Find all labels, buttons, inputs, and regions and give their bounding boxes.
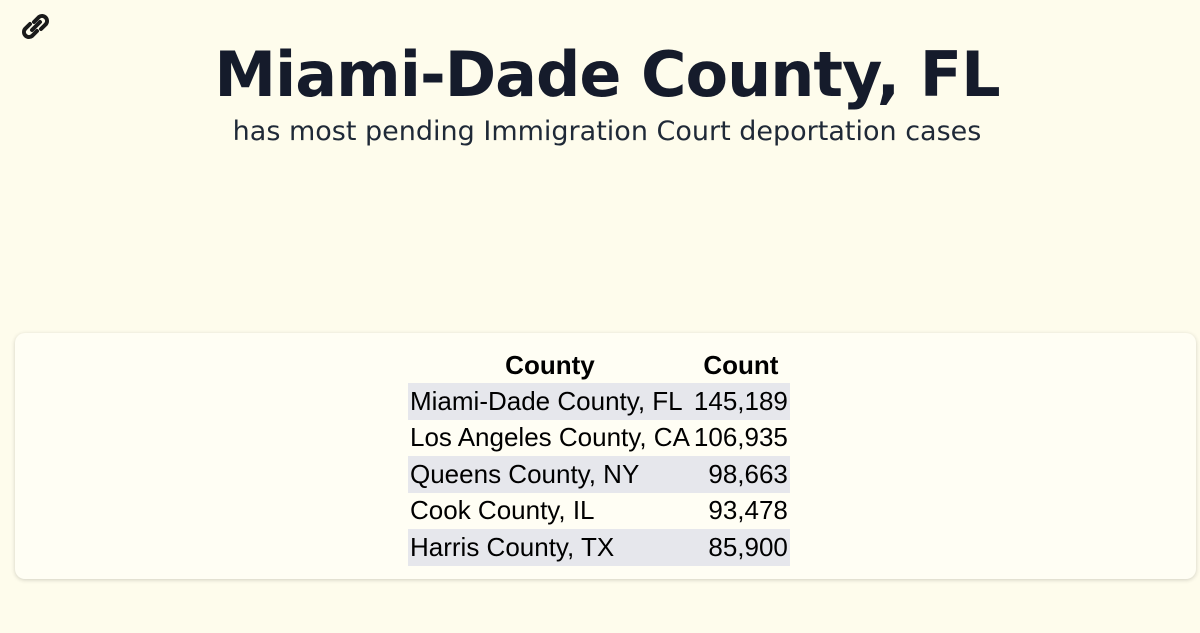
column-header: County: [505, 349, 595, 380]
count-cell: 93,478: [708, 495, 788, 526]
card: County Count Miami-Dade County, FL 145,189…: [15, 333, 1196, 579]
county-cell: Harris County, TX: [408, 529, 692, 566]
count-cell: 85,900: [691, 529, 790, 566]
count-cell: 98,663: [691, 456, 790, 493]
table-row: Los Angeles County, CA 106,935: [408, 420, 790, 457]
count-cell: 145,189: [691, 383, 790, 420]
county-cell: Miami-Dade County, FL: [408, 383, 692, 420]
county-cell: Los Angeles County, CA: [410, 422, 690, 453]
county-cell: Queens County, NY: [408, 456, 692, 493]
table-row: Queens County, NY 98,663: [408, 456, 790, 493]
count-cell: 106,935: [693, 422, 788, 453]
link-icon[interactable]: [18, 10, 54, 44]
table-row: Cook County, IL 93,478: [408, 493, 790, 530]
county-cell: Cook County, IL: [410, 495, 595, 526]
title: Miami-Dade County, FL: [214, 38, 1000, 111]
subtitle: has most pending Immigration Court depor…: [232, 116, 982, 147]
table-row: Miami-Dade County, FL 145,189: [408, 383, 790, 420]
table-row: Harris County, TX 85,900: [408, 529, 790, 566]
column-header: Count: [703, 349, 779, 380]
header-row: County Count: [408, 347, 790, 383]
table: County Count Miami-Dade County, FL 145,189…: [408, 347, 790, 566]
